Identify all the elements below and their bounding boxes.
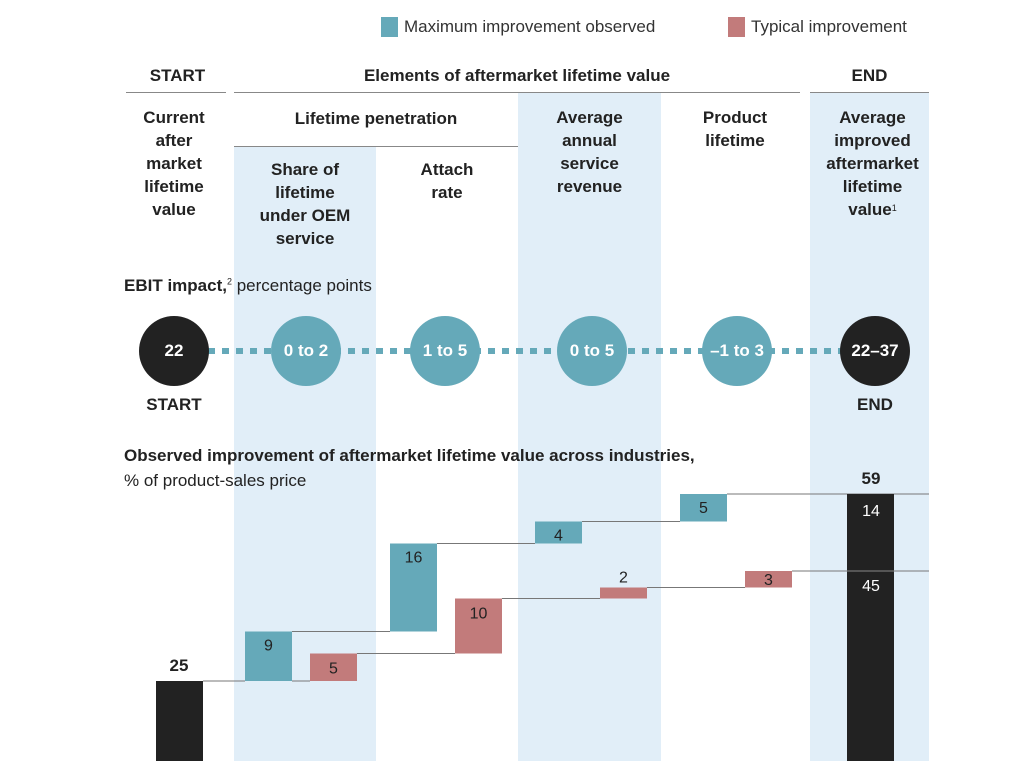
col-title-share: Share of lifetime under OEM service bbox=[234, 158, 376, 250]
typical-bar-label: 2 bbox=[619, 570, 628, 587]
max-bar-label: 16 bbox=[405, 550, 423, 567]
col-title-line: Average bbox=[839, 108, 906, 127]
col-title-line: after bbox=[155, 131, 193, 150]
max-bar-label: 5 bbox=[699, 500, 708, 517]
col-title-line: lifetime bbox=[705, 131, 765, 150]
col-title-line: aftermarket bbox=[826, 154, 919, 173]
col-title-line: improved bbox=[834, 131, 911, 150]
col-title-line: service bbox=[560, 154, 619, 173]
ebit-lifetime-circle: –1 to 3 bbox=[702, 316, 772, 386]
end-header: END bbox=[851, 66, 888, 85]
ebit-end-label: END bbox=[857, 395, 893, 414]
max-bar bbox=[680, 494, 727, 522]
col-title-line: Product bbox=[702, 108, 768, 127]
col-title-line: Average bbox=[556, 108, 623, 127]
legend-item-max: Maximum improvement observed bbox=[381, 17, 655, 37]
end-rule bbox=[810, 92, 929, 93]
typical-bar bbox=[745, 571, 792, 588]
ebit-start-label: START bbox=[146, 395, 202, 414]
col-title-line: lifetime bbox=[144, 177, 204, 196]
col-title-line: value1 bbox=[810, 198, 935, 221]
ebit-connector bbox=[208, 348, 844, 354]
col-title-line: rate bbox=[431, 183, 463, 202]
col-title-line: under OEM bbox=[259, 206, 351, 225]
start-bar-label: 25 bbox=[170, 656, 189, 675]
col-title-attach: Attach rate bbox=[376, 158, 518, 204]
typical-bar-label: 5 bbox=[329, 661, 338, 678]
elements-header: Elements of aftermarket lifetime value bbox=[363, 66, 671, 85]
max-bar bbox=[535, 521, 582, 544]
col-title-revenue: Average annual service revenue bbox=[518, 106, 661, 198]
footnote-marker: 1 bbox=[891, 203, 897, 213]
ebit-start-circle: 22 bbox=[139, 316, 209, 386]
col-title-line: Current bbox=[143, 108, 205, 127]
col-title-end: Average improved aftermarket lifetime va… bbox=[810, 106, 935, 221]
col-title-line: revenue bbox=[556, 177, 623, 196]
col-title-line: market bbox=[146, 154, 202, 173]
typical-bar bbox=[310, 653, 357, 681]
lifetime-penetration-rule bbox=[234, 146, 518, 147]
end-total-label: 59 bbox=[862, 469, 881, 488]
max-bar bbox=[390, 543, 437, 632]
col-title-text: value bbox=[848, 200, 892, 219]
typical-bar bbox=[600, 587, 647, 599]
start-rule bbox=[126, 92, 226, 93]
ebit-attach-circle: 1 to 5 bbox=[410, 316, 480, 386]
band-revenue bbox=[518, 93, 661, 761]
chart-title-bold: Observed improvement of aftermarket life… bbox=[124, 446, 695, 465]
ebit-title: EBIT impact,2 percentage points bbox=[124, 276, 372, 296]
ebit-share-circle: 0 to 2 bbox=[271, 316, 341, 386]
footnote-marker: 2 bbox=[226, 276, 232, 287]
col-title-line: lifetime bbox=[842, 177, 903, 196]
col-title-line: service bbox=[275, 229, 335, 248]
max-bar-label: 9 bbox=[264, 638, 273, 655]
end-max-extra-label: 14 bbox=[862, 503, 880, 520]
col-title-line: lifetime bbox=[275, 183, 335, 202]
lifetime-penetration-header: Lifetime penetration bbox=[294, 109, 458, 128]
col-title-start: Current after market lifetime value bbox=[120, 106, 228, 221]
legend-label-max: Maximum improvement observed bbox=[404, 17, 656, 36]
col-title-lifetime: Product lifetime bbox=[661, 106, 809, 152]
col-title-line: Share of bbox=[270, 160, 340, 179]
max-bar-label: 4 bbox=[554, 528, 563, 545]
col-title-line: annual bbox=[562, 131, 617, 150]
ebit-title-rest: percentage points bbox=[231, 276, 372, 295]
typical-bar bbox=[455, 598, 502, 654]
end-typical-label: 45 bbox=[862, 578, 880, 595]
start-header: START bbox=[149, 66, 206, 85]
elements-rule bbox=[234, 92, 800, 93]
col-title-line: value bbox=[152, 200, 196, 219]
typical-bar-label: 10 bbox=[470, 606, 488, 623]
ebit-revenue-circle: 0 to 5 bbox=[557, 316, 627, 386]
chart-subtitle: % of product-sales price bbox=[124, 471, 307, 490]
legend-swatch-typical bbox=[728, 17, 745, 37]
legend-label-typical: Typical improvement bbox=[751, 17, 907, 36]
ebit-title-bold: EBIT impact, bbox=[124, 276, 227, 295]
typical-bar-label: 3 bbox=[764, 572, 773, 589]
legend-item-typical: Typical improvement bbox=[728, 17, 907, 37]
col-title-line: Attach bbox=[420, 160, 474, 179]
max-bar bbox=[245, 631, 292, 681]
ebit-end-circle: 22–37 bbox=[840, 316, 910, 386]
end-bar bbox=[847, 494, 894, 761]
chart-title: Observed improvement of aftermarket life… bbox=[124, 446, 695, 466]
start-bar bbox=[156, 681, 203, 761]
legend-swatch-max bbox=[381, 17, 398, 37]
